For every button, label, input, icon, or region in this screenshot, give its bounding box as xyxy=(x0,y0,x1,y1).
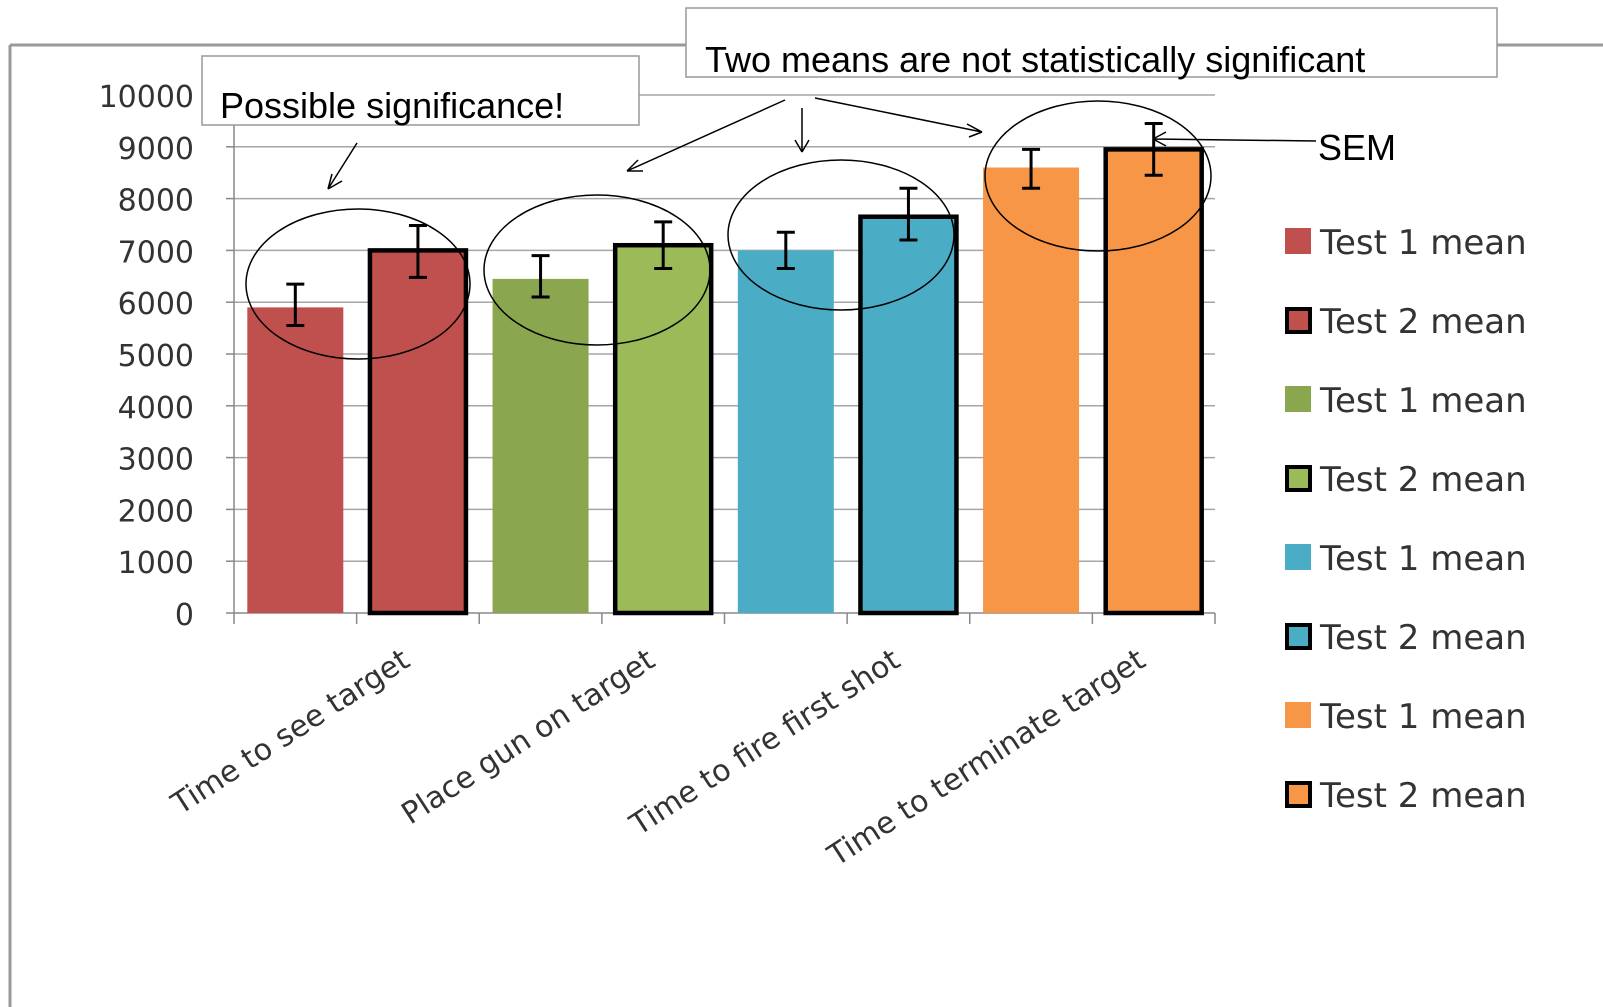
y-tick-label: 6000 xyxy=(118,287,194,322)
not-significant-text: Two means are not statistically signific… xyxy=(705,39,1365,80)
y-tick-label: 7000 xyxy=(118,235,194,270)
legend-label: Test 2 mean xyxy=(1319,460,1527,500)
arrow-possible xyxy=(327,142,358,190)
legend-label: Test 1 mean xyxy=(1319,223,1527,263)
y-tick-label: 4000 xyxy=(118,391,194,426)
bars xyxy=(247,147,1204,616)
arrow-sem xyxy=(1152,131,1317,147)
legend-label: Test 1 mean xyxy=(1319,381,1527,421)
error-bar xyxy=(1022,147,1041,190)
y-tick-label: 10000 xyxy=(99,80,194,115)
arrow-to-fire-shot xyxy=(794,108,810,153)
legend-swatch xyxy=(1285,386,1311,412)
error-bar xyxy=(286,282,305,328)
y-tick-label: 2000 xyxy=(118,494,194,529)
legend-swatch xyxy=(1285,702,1311,728)
ellipse-terminate-target xyxy=(984,100,1212,252)
annotation-ellipses xyxy=(245,100,1212,360)
legend-swatch xyxy=(1285,228,1311,254)
y-tick-label: 0 xyxy=(175,598,194,633)
bar xyxy=(247,307,344,613)
possible-significance-text: Possible significance! xyxy=(220,85,564,126)
legend-label: Test 1 mean xyxy=(1319,697,1527,737)
legend-swatch xyxy=(1285,544,1311,570)
bar xyxy=(492,278,589,613)
bar xyxy=(983,167,1080,613)
legend-label: Test 2 mean xyxy=(1319,618,1527,658)
legend-label: Test 2 mean xyxy=(1319,776,1527,816)
category-label: Time to see target xyxy=(165,642,416,822)
legend: Test 1 mean Test 2 mean Test 1 mean Test 2 … xyxy=(1285,223,1527,816)
error-bar xyxy=(408,224,427,279)
ellipse-place-gun xyxy=(483,194,711,346)
error-bar xyxy=(776,230,795,271)
error-bars xyxy=(286,121,1163,328)
error-bar xyxy=(654,220,673,271)
arrow-to-terminate xyxy=(814,97,983,138)
y-tick-label: 5000 xyxy=(118,339,194,374)
legend-swatch xyxy=(1285,781,1312,808)
arrow-to-place-gun xyxy=(626,99,786,172)
category-label: Place gun on target xyxy=(396,642,662,832)
y-tick-label: 3000 xyxy=(118,443,194,478)
legend-swatch xyxy=(1285,623,1312,650)
y-tick-label: 9000 xyxy=(118,132,194,167)
legend-swatch xyxy=(1285,307,1312,334)
error-bar xyxy=(899,186,918,242)
bar xyxy=(1103,147,1204,616)
y-tick-label: 1000 xyxy=(118,546,194,581)
error-bar xyxy=(1144,121,1163,177)
legend-label: Test 2 mean xyxy=(1319,302,1527,342)
possible-significance-box xyxy=(201,55,640,126)
bar xyxy=(858,214,959,616)
bar xyxy=(737,250,834,613)
category-label: Time to fire first shot xyxy=(623,642,907,843)
bar xyxy=(612,242,714,616)
bar xyxy=(367,248,469,616)
sem-label: SEM xyxy=(1318,127,1396,168)
error-bar xyxy=(531,254,550,299)
legend-label: Test 1 mean xyxy=(1319,539,1527,579)
y-tick-label: 8000 xyxy=(118,184,194,219)
legend-swatch xyxy=(1285,465,1312,492)
annotation-arrows xyxy=(327,97,1317,190)
ellipse-see-target xyxy=(245,208,471,360)
ellipse-fire-shot xyxy=(727,159,955,311)
not-significant-box xyxy=(685,7,1498,78)
y-tick-labels: 0 1000 2000 3000 4000 5000 6000 7000 8000 9000 100… xyxy=(99,80,194,633)
